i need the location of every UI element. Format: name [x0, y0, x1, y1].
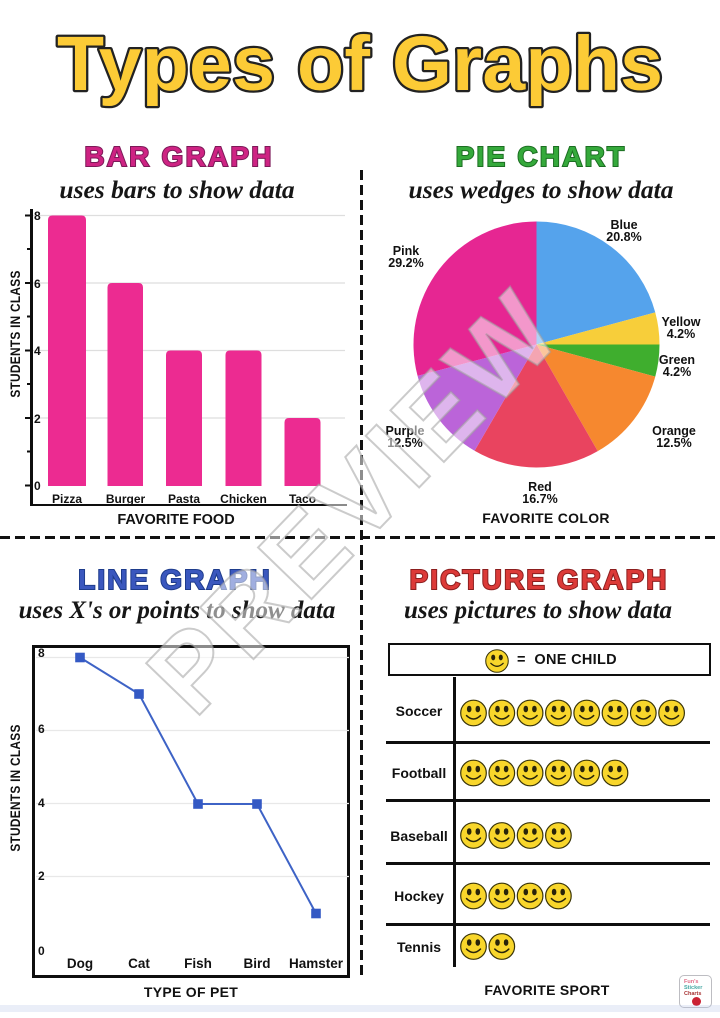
svg-text:PICTURE GRAPH: PICTURE GRAPH — [409, 564, 668, 595]
svg-text:BAR GRAPH: BAR GRAPH — [84, 141, 273, 172]
svg-text:LINE GRAPH: LINE GRAPH — [78, 564, 272, 595]
svg-text:Types of Graphs: Types of Graphs — [57, 21, 663, 107]
svg-text:PIE CHART: PIE CHART — [456, 141, 627, 172]
